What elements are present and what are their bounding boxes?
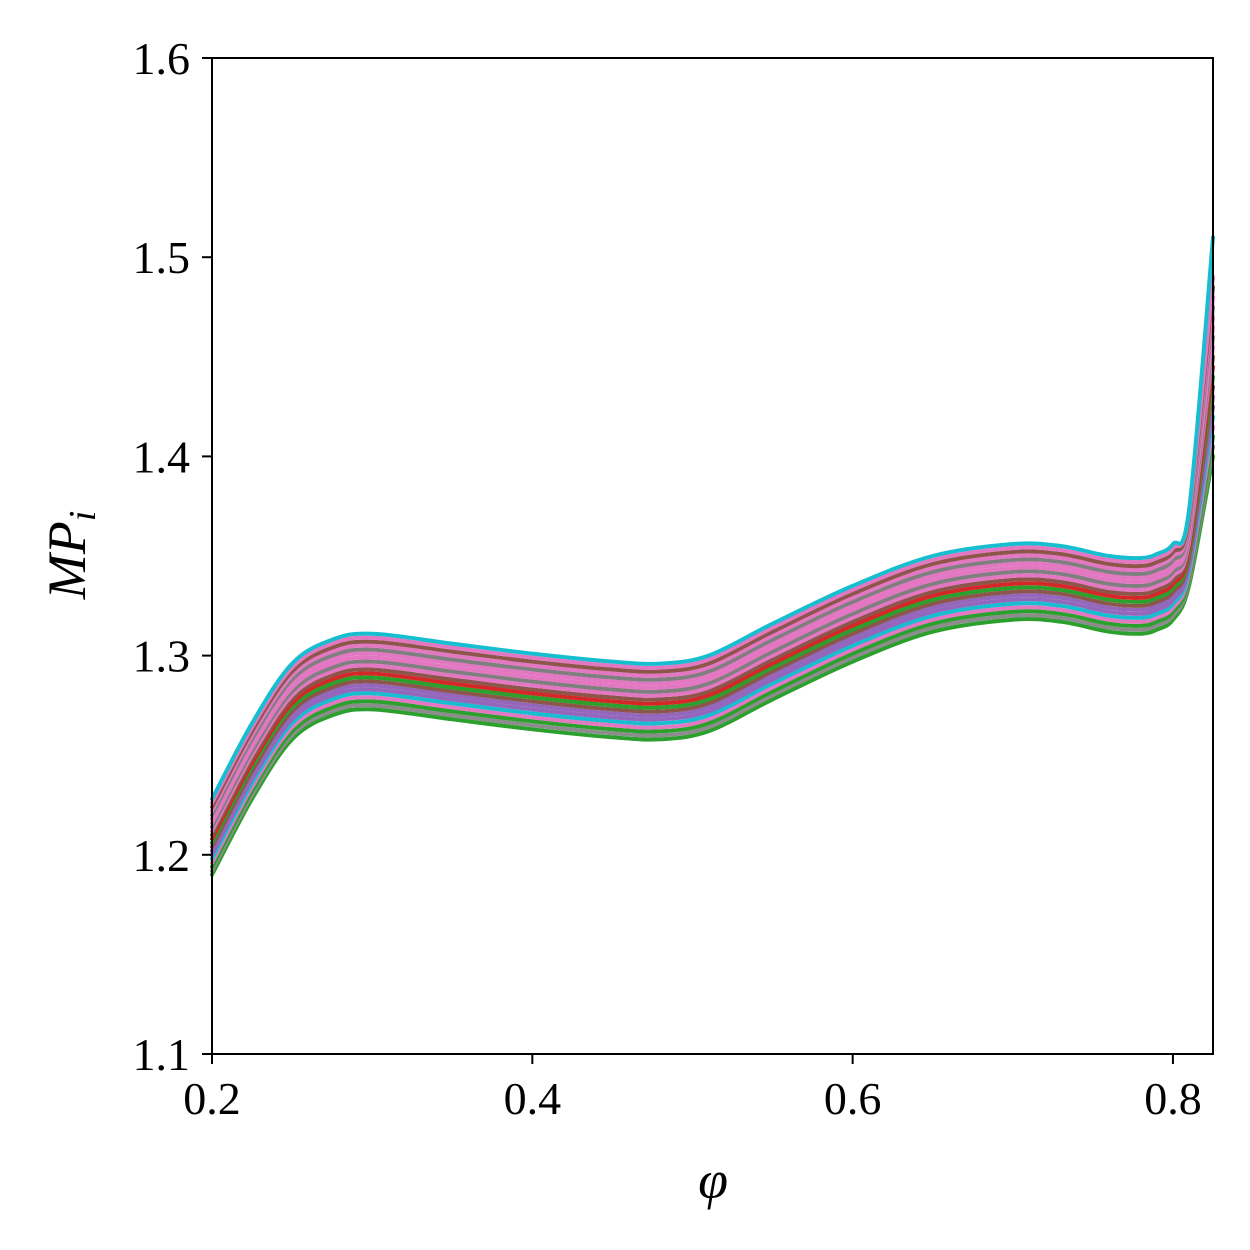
series-line-1 bbox=[210, 454, 1215, 877]
series-line-20 bbox=[210, 235, 1215, 801]
series-line-19 bbox=[210, 275, 1215, 805]
series-line-10 bbox=[210, 364, 1215, 841]
series-line-8 bbox=[210, 384, 1215, 849]
series-line-3 bbox=[210, 434, 1215, 869]
y-tick-label: 1.5 bbox=[133, 232, 191, 283]
y-tick-label: 1.2 bbox=[133, 830, 191, 881]
series-line-15 bbox=[210, 315, 1215, 821]
series-line-6 bbox=[210, 404, 1215, 857]
x-tick-label: 0.2 bbox=[183, 1073, 241, 1124]
series-line-2 bbox=[210, 444, 1215, 873]
y-tick-label: 1.6 bbox=[133, 33, 191, 84]
series-line-12 bbox=[210, 344, 1215, 833]
series-line-16 bbox=[210, 305, 1215, 817]
y-axis-label-main: MP bbox=[37, 521, 97, 600]
x-tick-label: 0.6 bbox=[824, 1073, 882, 1124]
series-line-11 bbox=[210, 354, 1215, 837]
series-line-13 bbox=[210, 334, 1215, 829]
series-line-18 bbox=[210, 285, 1215, 809]
y-tick-label: 1.1 bbox=[133, 1029, 191, 1080]
label-layer: φ MPi bbox=[37, 511, 728, 1210]
y-tick-label: 1.4 bbox=[133, 431, 191, 482]
series-layer bbox=[210, 235, 1215, 877]
x-tick-label: 0.4 bbox=[504, 1073, 562, 1124]
x-axis-label: φ bbox=[698, 1150, 728, 1210]
plot-frame bbox=[211, 57, 1214, 1055]
series-line-9 bbox=[210, 374, 1215, 845]
series-line-14 bbox=[210, 324, 1215, 825]
y-tick-label: 1.3 bbox=[133, 631, 191, 682]
x-tick-label: 0.8 bbox=[1144, 1073, 1202, 1124]
y-axis-label-subscript: i bbox=[62, 511, 104, 522]
series-line-17 bbox=[210, 295, 1215, 813]
axes-layer: 0.2 0.4 0.6 0.8 1.1 1.2 1.3 1.4 1.5 1.6 bbox=[133, 33, 1214, 1124]
series-line-4 bbox=[210, 424, 1215, 865]
y-axis-label: MPi bbox=[37, 511, 104, 601]
series-line-5 bbox=[210, 414, 1215, 861]
series-line-7 bbox=[210, 394, 1215, 853]
